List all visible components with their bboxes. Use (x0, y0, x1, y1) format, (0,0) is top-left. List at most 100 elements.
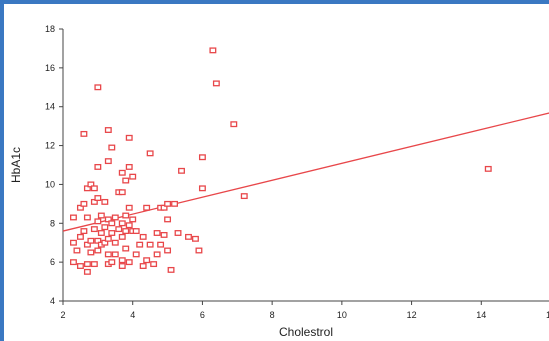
data-point (80, 200, 88, 207)
data-point (101, 198, 109, 205)
data-point (146, 150, 154, 157)
data-point (118, 257, 126, 264)
data-point (80, 130, 88, 137)
y-tick-label: 10 (45, 179, 55, 189)
data-point (146, 241, 154, 248)
data-point (192, 235, 199, 242)
data-point (83, 241, 91, 248)
y-tick-label: 4 (50, 296, 55, 306)
data-point (143, 204, 151, 211)
data-point (195, 247, 203, 254)
data-point (125, 259, 133, 266)
data-point (70, 239, 77, 246)
data-point (122, 228, 130, 235)
data-point (153, 251, 161, 258)
y-axis-title: HbA1c (9, 147, 23, 183)
data-point (111, 251, 119, 258)
data-point (90, 261, 98, 268)
data-point (83, 268, 91, 275)
data-point (164, 247, 172, 254)
data-point (111, 239, 119, 246)
data-point (143, 257, 151, 264)
data-point (94, 84, 102, 91)
trend-line-group (62, 112, 549, 232)
y-tick-label: 18 (45, 24, 55, 34)
data-point (94, 247, 102, 254)
data-point (101, 224, 109, 231)
y-tick-label: 8 (50, 218, 55, 228)
data-point (125, 134, 133, 141)
data-point (87, 237, 95, 244)
data-point (90, 198, 98, 205)
x-tick-label: 6 (200, 310, 205, 320)
data-point (87, 181, 95, 188)
y-tick-label: 12 (45, 141, 55, 151)
data-point (129, 173, 137, 180)
data-point (94, 195, 102, 201)
data-point (209, 47, 217, 54)
y-tick-label: 6 (50, 257, 55, 267)
data-point (97, 230, 105, 236)
data-point (136, 241, 144, 248)
data-point (108, 220, 116, 227)
data-point (108, 144, 116, 151)
data-point (150, 261, 158, 268)
data-point (76, 263, 84, 269)
y-tick-label: 14 (45, 102, 55, 112)
data-point (70, 214, 77, 221)
data-point (125, 222, 133, 229)
x-axis-title: Cholestrol (279, 325, 333, 339)
data-point (178, 167, 185, 174)
data-point (108, 230, 116, 236)
data-point (90, 226, 98, 233)
data-point (97, 212, 105, 219)
data-point (164, 200, 172, 207)
data-point (80, 228, 88, 235)
data-point (132, 251, 140, 258)
data-point (111, 214, 119, 221)
data-point (125, 204, 133, 211)
data-point (129, 216, 137, 223)
data-point (83, 214, 91, 221)
data-point (118, 233, 126, 240)
data-point (164, 216, 172, 223)
data-point (153, 230, 161, 236)
data-point (108, 259, 116, 266)
data-point (94, 218, 102, 225)
x-tick-label: 10 (337, 310, 347, 320)
data-point (118, 169, 126, 176)
data-point (198, 154, 206, 161)
data-point (122, 177, 130, 184)
data-point (160, 204, 168, 211)
data-point (73, 247, 81, 254)
data-point (157, 241, 165, 248)
data-point (230, 121, 238, 128)
data-point (94, 163, 102, 170)
data-point (87, 249, 95, 256)
data-point (185, 233, 192, 240)
x-ticks: 2 4 6 8 10 12 14 16 (60, 301, 549, 320)
data-point (76, 233, 84, 240)
data-point (104, 251, 112, 258)
data-point (115, 226, 123, 233)
data-point (139, 263, 147, 269)
data-point (76, 204, 84, 211)
y-ticks: 4 6 8 10 12 14 16 18 (45, 24, 63, 306)
x-tick-label: 16 (546, 310, 549, 320)
data-point (83, 185, 91, 192)
x-tick-label: 8 (270, 310, 275, 320)
y-tick-label: 16 (45, 63, 55, 73)
data-point (118, 189, 126, 196)
data-point (90, 185, 98, 192)
data-point (101, 239, 109, 246)
data-point (139, 233, 147, 240)
data-point (104, 235, 112, 242)
x-tick-label: 14 (476, 310, 486, 320)
data-points (70, 47, 492, 275)
data-point (122, 212, 130, 219)
x-tick-label: 4 (130, 310, 135, 320)
data-point (104, 127, 112, 133)
data-point (132, 228, 140, 235)
